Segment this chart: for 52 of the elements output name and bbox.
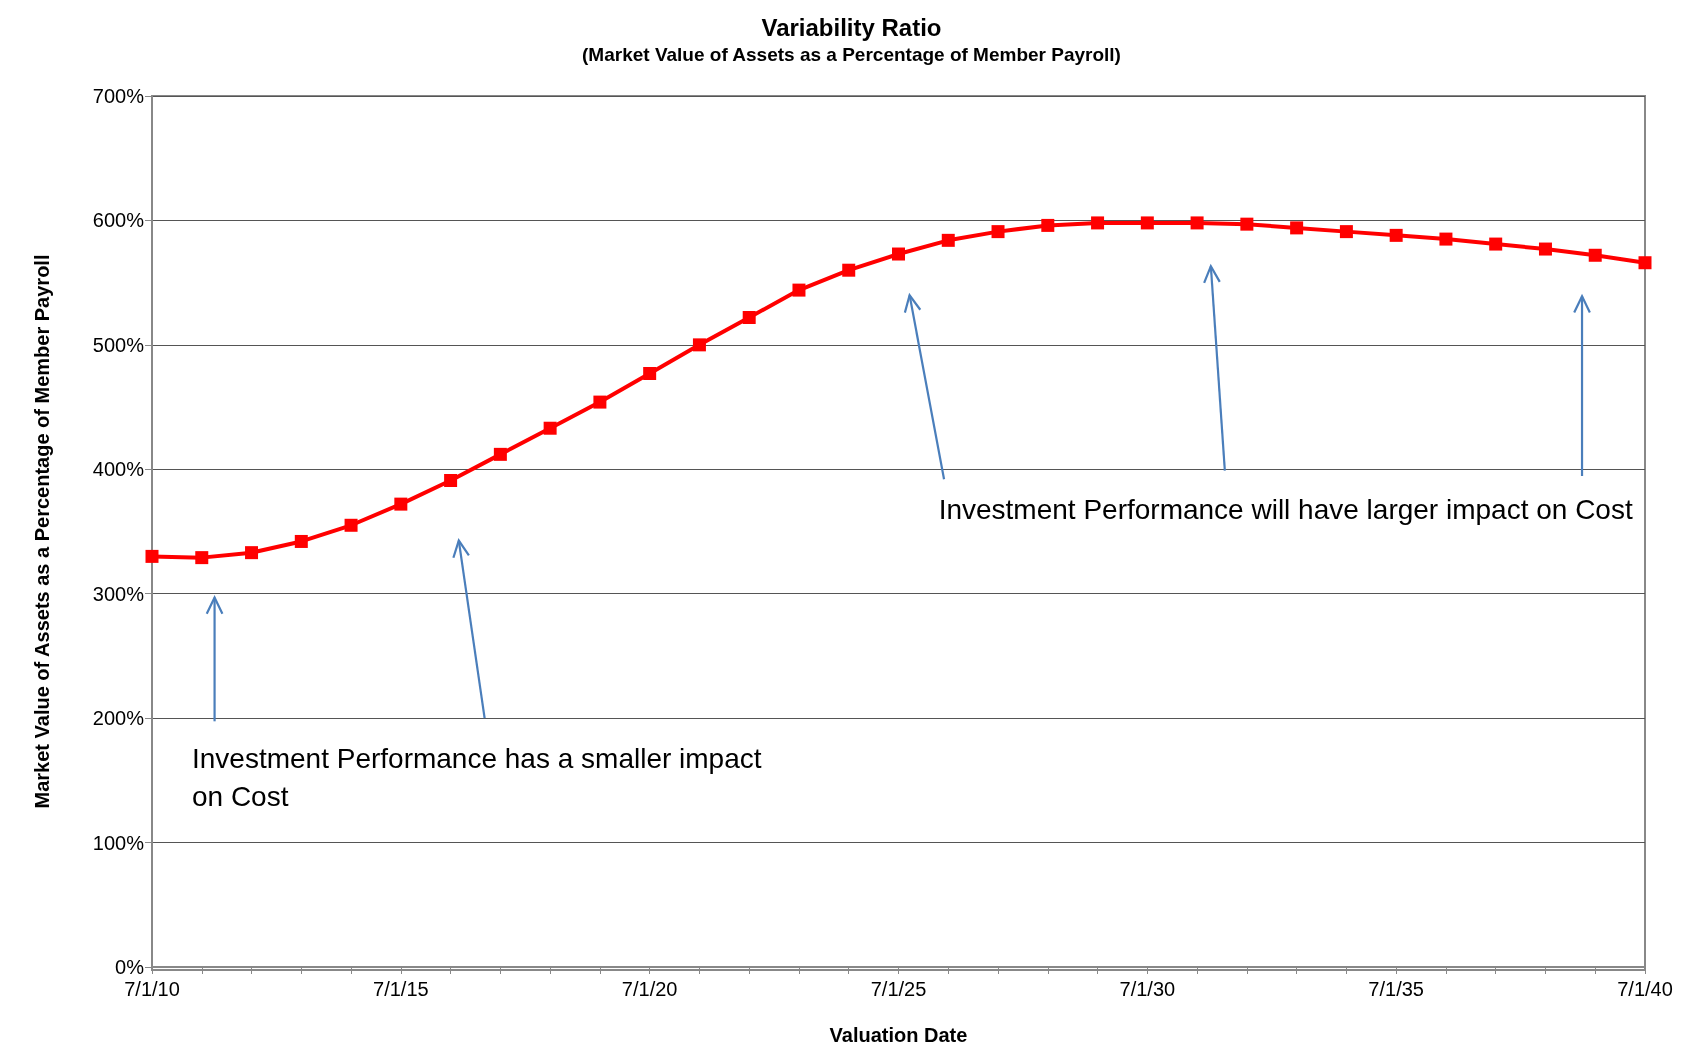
- point: [1389, 228, 1403, 242]
- x-tick-label: 7/1/20: [621, 978, 678, 1000]
- point: [991, 225, 1005, 239]
- point: [1091, 216, 1105, 230]
- x-tick-label: 7/1/25: [870, 978, 927, 1000]
- x-tick-label: 7/1/35: [1368, 978, 1424, 1000]
- y-tick-label: 200%: [92, 707, 145, 730]
- point: [493, 447, 507, 461]
- x-tick-label: 7/1/30: [1119, 978, 1176, 1000]
- y-tick-label: 300%: [92, 582, 145, 605]
- point: [643, 366, 657, 380]
- point: [245, 546, 259, 560]
- point: [593, 395, 607, 409]
- y-tick-label: 100%: [92, 831, 145, 854]
- point: [1290, 221, 1304, 235]
- point: [145, 549, 159, 563]
- point: [1240, 217, 1254, 231]
- x-tick-label: 7/1/15: [373, 978, 429, 1000]
- point: [394, 497, 408, 511]
- point: [842, 263, 856, 277]
- point: [1190, 216, 1204, 230]
- point: [892, 247, 905, 261]
- point: [444, 473, 458, 487]
- point: [344, 518, 358, 532]
- y-tick-label: 700%: [92, 85, 145, 107]
- annotation: Investment Performance has a smaller impact on Cost: [191, 743, 770, 813]
- point: [1638, 256, 1652, 270]
- point: [195, 551, 209, 565]
- point: [1041, 218, 1055, 232]
- point: [1489, 237, 1503, 251]
- point: [294, 534, 308, 548]
- y-tick-label: 0%: [115, 956, 145, 978]
- chart-subtitle: (Market Value of Assets as a Percentage of Member Payroll): [582, 44, 1121, 65]
- x-axis-title: Valuation Date: [829, 1024, 968, 1042]
- point: [1140, 216, 1154, 230]
- point: [1588, 248, 1602, 262]
- point: [1538, 242, 1552, 256]
- point: [941, 233, 955, 247]
- point: [1439, 232, 1453, 246]
- point: [792, 283, 806, 297]
- annotation: Investment Performance will have larger impact on Cost: [938, 493, 1633, 525]
- y-axis-title: Market Value of Assets as a Percentage of Member Payroll: [31, 254, 53, 809]
- chart-title: Variability Ratio: [761, 13, 942, 41]
- y-tick-label: 500%: [92, 333, 145, 356]
- point: [543, 421, 557, 435]
- y-tick-label: 600%: [92, 209, 145, 232]
- x-tick-label: 7/1/40: [1617, 978, 1673, 1000]
- y-tick-label: 400%: [92, 458, 145, 481]
- point: [1339, 225, 1353, 239]
- point: [742, 310, 756, 324]
- point: [692, 338, 706, 352]
- x-tick-label: 7/1/10: [124, 978, 180, 1000]
